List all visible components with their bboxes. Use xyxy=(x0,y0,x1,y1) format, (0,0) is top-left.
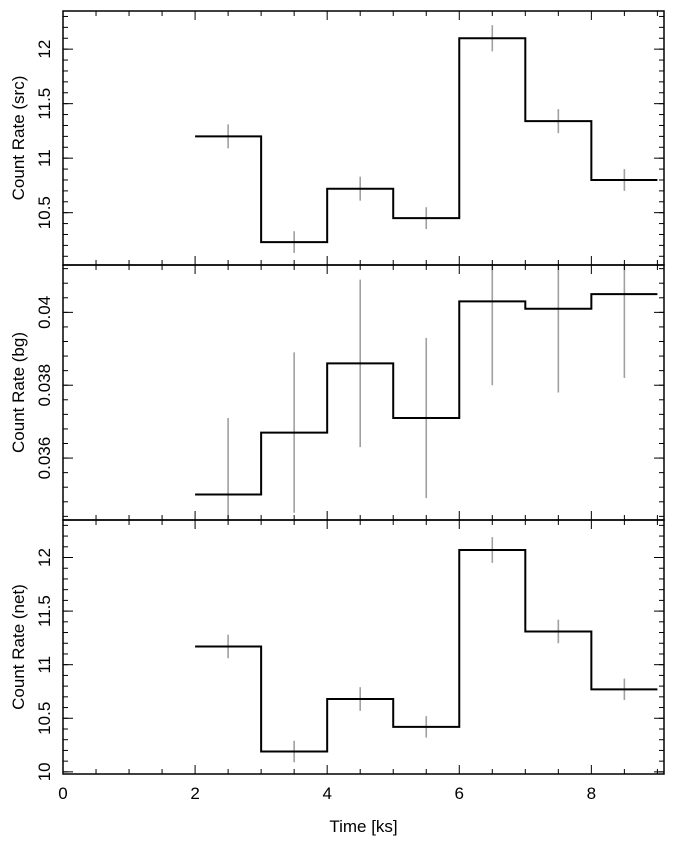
y-tick-label: 11 xyxy=(35,149,54,167)
x-tick-label: 2 xyxy=(190,784,199,803)
y-tick-label: 0.036 xyxy=(35,437,54,480)
x-tick-label: 0 xyxy=(58,784,67,803)
x-tick-label: 4 xyxy=(322,784,331,803)
panel-frame xyxy=(62,264,665,521)
step-line xyxy=(195,293,658,496)
y-tick-label: 11 xyxy=(35,656,54,674)
y-tick-label: 12 xyxy=(35,548,54,567)
y-tick-label: 11.5 xyxy=(35,88,54,120)
y-tick-label: 0.04 xyxy=(35,296,54,329)
panel-frame xyxy=(62,10,665,266)
step-line xyxy=(195,37,658,244)
panel-frame xyxy=(62,519,665,775)
panel-2: 0.036 0.038 0.04 Count Rate (bg) xyxy=(9,264,665,521)
y-tick-label: 10.5 xyxy=(35,702,54,735)
y-axis-label: Count Rate (src) xyxy=(9,76,28,201)
y-tick-label: 11.5 xyxy=(35,595,54,627)
panel-3: 10 10.5 11 11.5 12 0 2 4 6 8 Count Rate (net) Time … xyxy=(9,519,665,836)
panel-1: 10.5 11 11.5 12 Count Rate (src) xyxy=(9,10,665,266)
y-tick-label: 10.5 xyxy=(35,196,54,229)
y-axis-label: Count Rate (net) xyxy=(9,584,28,710)
x-tick-label: 6 xyxy=(455,784,464,803)
y-tick-label: 10 xyxy=(35,762,54,781)
y-tick-label: 12 xyxy=(35,40,54,59)
step-line xyxy=(195,549,658,753)
x-axis-label: Time [ks] xyxy=(329,817,397,836)
x-tick-label: 8 xyxy=(587,784,596,803)
y-tick-label: 0.038 xyxy=(35,364,54,407)
y-axis-label: Count Rate (bg) xyxy=(9,332,28,453)
